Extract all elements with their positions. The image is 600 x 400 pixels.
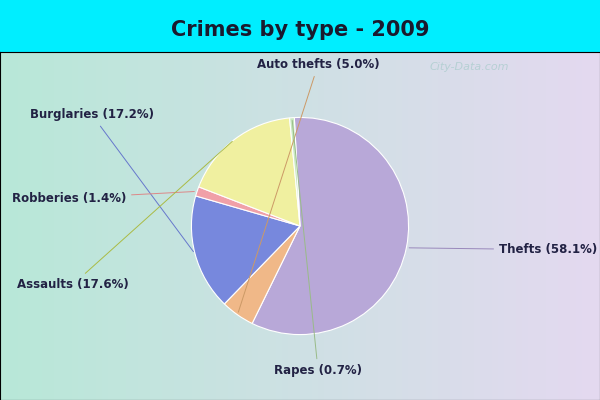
Text: City-Data.com: City-Data.com [430,62,509,72]
Text: Auto thefts (5.0%): Auto thefts (5.0%) [238,58,379,312]
Text: Rapes (0.7%): Rapes (0.7%) [274,120,362,377]
Wedge shape [199,118,300,226]
Text: Robberies (1.4%): Robberies (1.4%) [11,192,194,205]
Wedge shape [290,118,300,226]
Wedge shape [191,196,300,304]
Wedge shape [196,187,300,226]
Text: Crimes by type - 2009: Crimes by type - 2009 [171,20,429,40]
Text: Assaults (17.6%): Assaults (17.6%) [17,141,232,291]
Wedge shape [252,118,409,334]
Text: Thefts (58.1%): Thefts (58.1%) [409,243,598,256]
Text: Burglaries (17.2%): Burglaries (17.2%) [30,108,193,252]
Wedge shape [224,226,300,324]
